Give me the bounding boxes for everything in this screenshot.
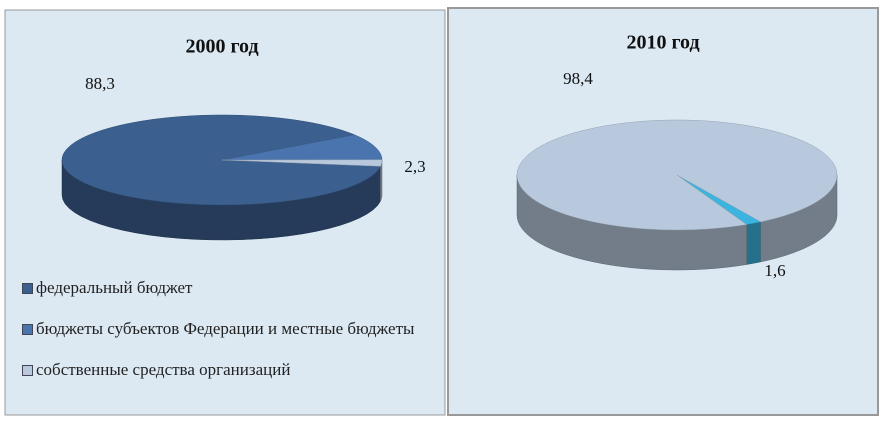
legend-swatch <box>22 283 33 294</box>
legend-swatch <box>22 324 33 335</box>
legend-label: федеральный бюджет <box>36 278 193 297</box>
pie-slice <box>221 159 383 167</box>
chart-title: 2000 год <box>185 36 258 58</box>
data-label: 88,3 <box>85 74 115 93</box>
legend-item: бюджеты субъектов Федерации и местные бю… <box>20 319 450 338</box>
pie-slice <box>61 114 381 206</box>
data-label: 1,6 <box>764 261 785 280</box>
legend: федеральный бюджет бюджеты субъектов Феде… <box>20 278 450 401</box>
data-label: 2,3 <box>404 157 425 176</box>
legend-label: собственные средства организаций <box>36 360 291 379</box>
legend-item: федеральный бюджет <box>20 278 450 297</box>
chart-title: 2010 год <box>626 32 699 54</box>
legend-swatch <box>22 365 33 376</box>
legend-label: бюджеты субъектов Федерации и местные бю… <box>36 319 415 338</box>
data-label: 98,4 <box>563 69 593 88</box>
pie-side <box>746 221 761 265</box>
legend-item: собственные средства организаций <box>20 360 450 379</box>
pie-slice <box>221 134 383 161</box>
pie-slice <box>516 119 838 231</box>
